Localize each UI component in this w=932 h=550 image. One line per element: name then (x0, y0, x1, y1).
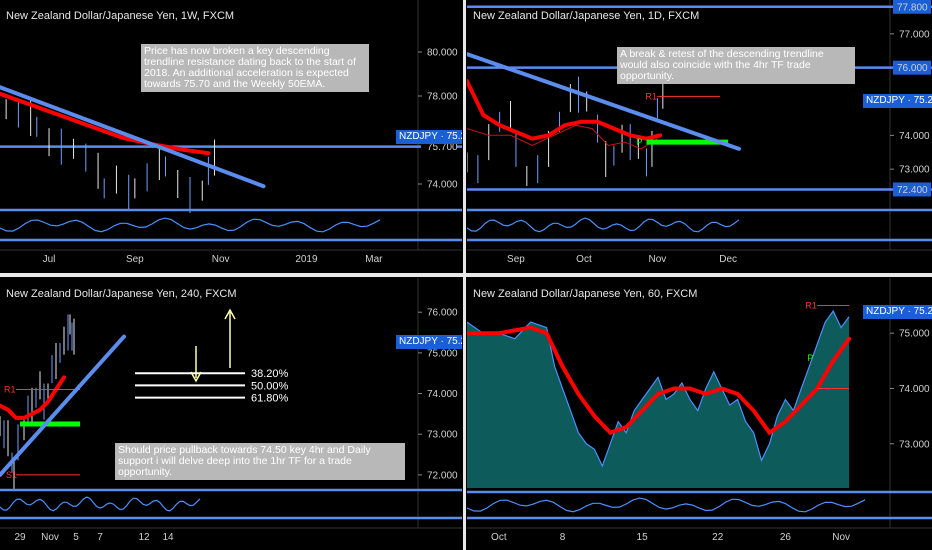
y-tick-label: 73.000 (899, 165, 930, 176)
trendline (467, 52, 741, 151)
panel-title: New Zealand Dollar/Japanese Yen, 60, FXC… (473, 288, 698, 300)
pivot-p-label: P (637, 137, 643, 147)
x-tick-label: 14 (162, 532, 174, 543)
x-tick-label: Sep (126, 254, 144, 265)
trendline (0, 85, 266, 189)
chart-1h[interactable]: 75.000 74.000 73.000 Oct 8 15 22 26 Nov R1 P (467, 278, 932, 550)
panel-daily: New Zealand Dollar/Japanese Yen, 1D, FXC… (467, 0, 932, 272)
x-tick-label: 26 (780, 532, 792, 543)
ema-line (467, 325, 852, 436)
panel-title: New Zealand Dollar/Japanese Yen, 1W, FXC… (6, 10, 235, 22)
level-tag-label: 75.700 (427, 142, 458, 153)
x-tick-label: Nov (212, 254, 230, 265)
level-tag (893, 182, 931, 197)
x-tick-label: Nov (649, 254, 667, 265)
oscillator-line (0, 217, 381, 233)
panel-title: New Zealand Dollar/Japanese Yen, 240, FX… (6, 288, 237, 300)
fib-level-label: 61.80% (251, 393, 289, 405)
panel-title: New Zealand Dollar/Japanese Yen, 1D, FXC… (473, 10, 700, 22)
x-tick-label: Oct (576, 254, 592, 265)
down-arrow-icon (190, 371, 202, 383)
pivot-s1-label: S1 (6, 470, 17, 480)
x-tick-label: 22 (712, 532, 724, 543)
x-tick-label: 8 (560, 532, 566, 543)
y-tick-label: 80.000 (427, 48, 458, 59)
ema-line (0, 375, 66, 420)
level-tag-label: 77.800 (897, 2, 928, 13)
ema-line (467, 79, 663, 141)
chart-daily[interactable]: 77.80077.00076.00075.00074.00073.00072.4… (467, 0, 932, 272)
oscillator-line (0, 496, 201, 512)
level-tag (893, 0, 931, 14)
price-badge: NZDJPY · 75.213 (396, 130, 462, 144)
x-tick-label: Jul (43, 254, 56, 265)
price-badge: NZDJPY · 75.213 (863, 94, 932, 108)
x-tick-label: Sep (507, 254, 525, 265)
oscillator-line (467, 217, 740, 233)
y-tick-label: 77.000 (899, 29, 930, 40)
y-tick-label: 76.000 (427, 308, 458, 319)
level-tag (893, 60, 931, 75)
ema-fast-line (467, 124, 658, 150)
chart-4h[interactable]: 76.000 75.000 74.000 73.000 72.000 29 Nov 5 7 12 1… (0, 278, 462, 550)
y-tick-label: 74.000 (899, 131, 930, 142)
y-tick-label: 74.000 (427, 180, 458, 191)
ema-line (0, 91, 211, 156)
panel-4h: New Zealand Dollar/Japanese Yen, 240, FX… (0, 278, 462, 550)
y-tick-label: 73.000 (427, 430, 458, 441)
y-tick-label: 78.000 (427, 92, 458, 103)
oscillator-line (467, 497, 866, 513)
fib-level-label: 50.00% (251, 380, 289, 392)
x-tick-label: Dec (719, 254, 737, 265)
level-tag-label: 72.400 (897, 185, 928, 196)
pivot-r1-label: R1 (805, 301, 817, 311)
price-badge: NZDJPY · 75.213 (863, 305, 932, 319)
y-tick-label: 73.000 (899, 439, 930, 450)
y-tick-label: 75.000 (899, 329, 930, 340)
x-tick-label: Nov (832, 532, 850, 543)
x-tick-label: 29 (14, 532, 26, 543)
chart-weekly[interactable]: 80.00078.00076.00074.000JulSepNov2019Mar… (0, 0, 462, 272)
analysis-note: A break & retest of the descending trend… (617, 47, 855, 84)
fib-level-label: 38.20% (251, 368, 289, 380)
pivot-r1-label: R1 (4, 384, 16, 394)
x-tick-label: Oct (491, 532, 507, 543)
x-tick-label: 5 (73, 532, 79, 543)
panel-1h: New Zealand Dollar/Japanese Yen, 60, FXC… (467, 278, 932, 550)
x-tick-label: Nov (41, 532, 59, 543)
y-tick-label: 75.000 (427, 348, 458, 359)
trendline (0, 334, 126, 477)
divider-horizontal (0, 273, 932, 277)
x-tick-label: 15 (637, 532, 649, 543)
x-tick-label: Mar (365, 254, 383, 265)
level-tag-label: 76.000 (897, 63, 928, 74)
x-tick-label: 12 (138, 532, 150, 543)
y-tick-label: 74.000 (427, 389, 458, 400)
pivot-r1-label: R1 (645, 91, 657, 101)
panel-weekly: New Zealand Dollar/Japanese Yen, 1W, FXC… (0, 0, 462, 272)
analysis-note: Should price pullback towards 74.50 key … (115, 443, 405, 480)
x-tick-label: 2019 (295, 254, 318, 265)
price-area (467, 311, 850, 488)
pivot-p-label: P (807, 353, 813, 363)
analysis-note: Price has now broken a key descending tr… (141, 44, 369, 92)
price-badge: NZDJPY · 75.213 (396, 335, 462, 349)
y-tick-label: 74.000 (899, 384, 930, 395)
x-tick-label: 7 (97, 532, 103, 543)
y-tick-label: 72.000 (427, 470, 458, 481)
up-arrow-icon (224, 308, 236, 320)
